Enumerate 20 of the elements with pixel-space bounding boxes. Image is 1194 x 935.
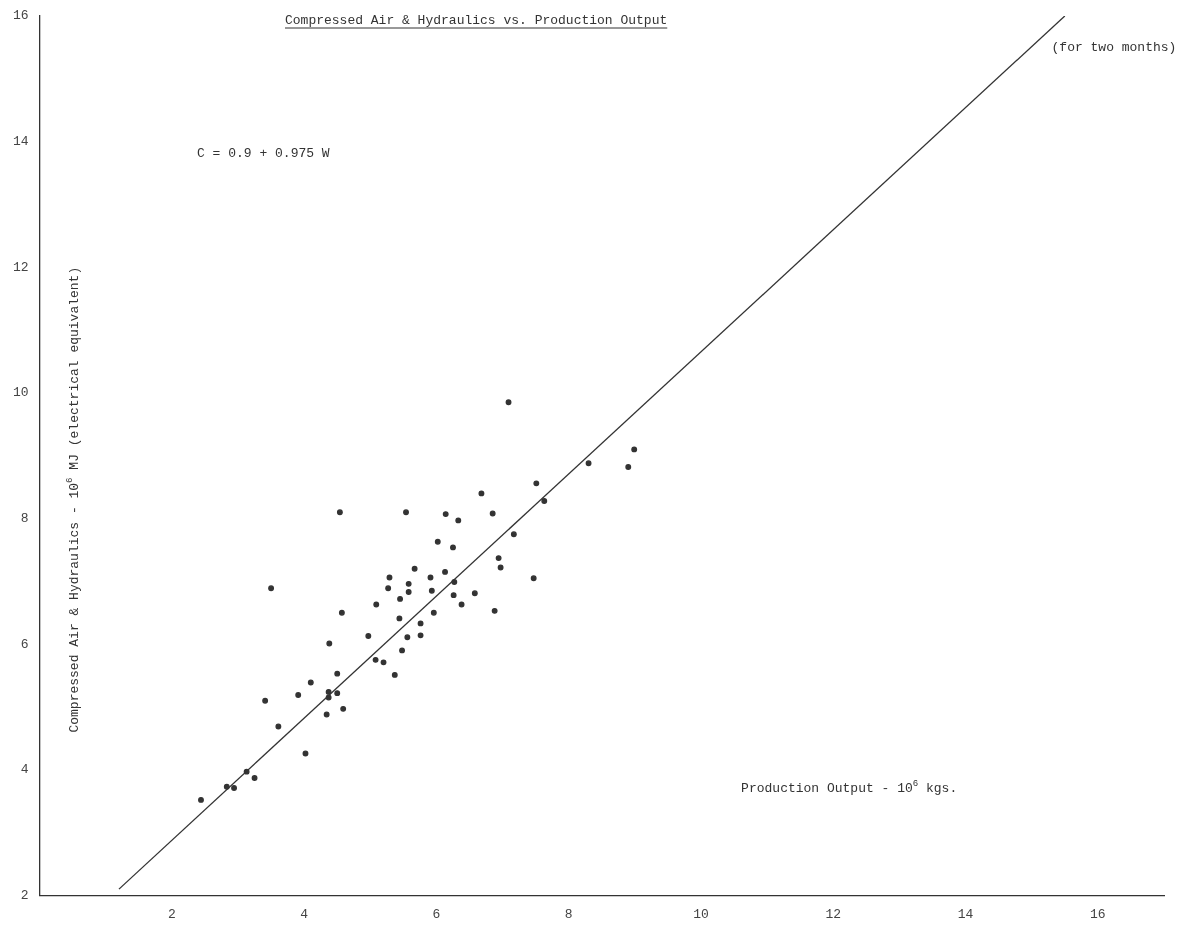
y-tick-label: 16 <box>12 8 29 24</box>
x-tick-label: 6 <box>432 906 441 922</box>
y-tick-label: 2 <box>20 887 29 903</box>
x-tick-label: 4 <box>300 906 309 922</box>
y-tick-label: 12 <box>12 259 29 275</box>
x-tick-label: 8 <box>564 906 573 922</box>
annotation: (for two months) <box>1051 40 1177 56</box>
x-tick-label: 10 <box>693 906 709 922</box>
annotation: C = 0.9 + 0.975 W <box>197 145 330 161</box>
x-tick-label: 14 <box>957 906 974 922</box>
y-tick-label: 6 <box>20 636 29 652</box>
y-axis-title: Compressed Air & Hydraulics - 106 MJ (electrical equivalent) <box>63 266 82 733</box>
x-tick-label: 12 <box>825 906 842 922</box>
y-tick-label: 4 <box>20 762 29 778</box>
x-tick-label: 2 <box>167 906 176 922</box>
x-tick-label: 16 <box>1090 906 1106 922</box>
y-tick-label: 10 <box>12 385 29 401</box>
chart-title: Compressed Air & Hydraulics vs. Production Output <box>285 13 668 28</box>
y-tick-label: 8 <box>20 510 29 526</box>
y-tick-label: 14 <box>12 134 29 150</box>
